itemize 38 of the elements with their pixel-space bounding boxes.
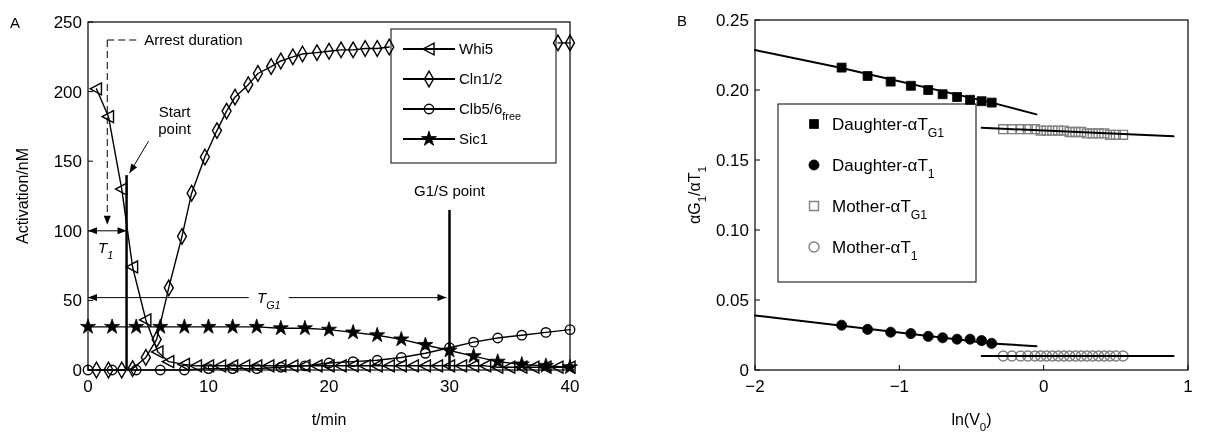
y-tick-label: 0.15 (715, 150, 749, 170)
x-tick-label: −1 (889, 377, 910, 396)
legend-label: Daughter-αT$_{G1}$ (832, 114, 945, 140)
legend-label: Sic1 (459, 130, 489, 148)
x-axis-title: t/min (311, 411, 347, 428)
y-tick-label: 0 (72, 360, 82, 380)
y-tick-label: 0.10 (715, 220, 749, 240)
legend-label: Daughter-αT$_{1}$ (832, 155, 935, 181)
x-tick-label: 10 (199, 377, 218, 396)
text: B (677, 12, 688, 29)
annotation: T$_{G1}$ (256, 288, 281, 311)
x-tick-label: −2 (745, 377, 765, 396)
y-tick-label: 50 (63, 291, 82, 311)
text: A (10, 14, 21, 31)
annotation: T$_{1}$ (98, 238, 114, 261)
legend-label: Clb5/6$_{free}$ (459, 100, 521, 123)
x-tick-label: 30 (440, 377, 459, 396)
legend-label: Mother-αT$_{1}$ (832, 237, 918, 263)
y-tick-label: 0 (739, 360, 749, 380)
annotation: Arrest duration (144, 31, 243, 49)
ref-line-label: Start point (158, 103, 192, 138)
y-tick-label: 0.20 (715, 80, 749, 100)
x-tick-label: 1 (1183, 377, 1193, 396)
x-tick-label: 20 (319, 377, 339, 396)
ref-line-label: G1/S point (414, 181, 486, 199)
x-tick-label: 0 (1038, 377, 1049, 396)
legend-label: Mother-αT$_{G1}$ (832, 196, 928, 222)
y-axis-title: Activation/nM (14, 147, 31, 245)
y-tick-label: 250 (53, 12, 82, 32)
legend-label: Whi5 (459, 40, 494, 58)
y-tick-label: 200 (53, 82, 82, 102)
x-tick-label: 40 (560, 377, 580, 396)
y-tick-label: 100 (53, 221, 82, 241)
y-tick-label: 150 (53, 152, 82, 172)
x-axis-title: ln(V$_{0}$) (951, 411, 992, 433)
y-tick-label: 0.05 (715, 290, 749, 310)
y-tick-label: 0.25 (715, 10, 749, 30)
legend-label: Cln1/2 (459, 70, 503, 88)
